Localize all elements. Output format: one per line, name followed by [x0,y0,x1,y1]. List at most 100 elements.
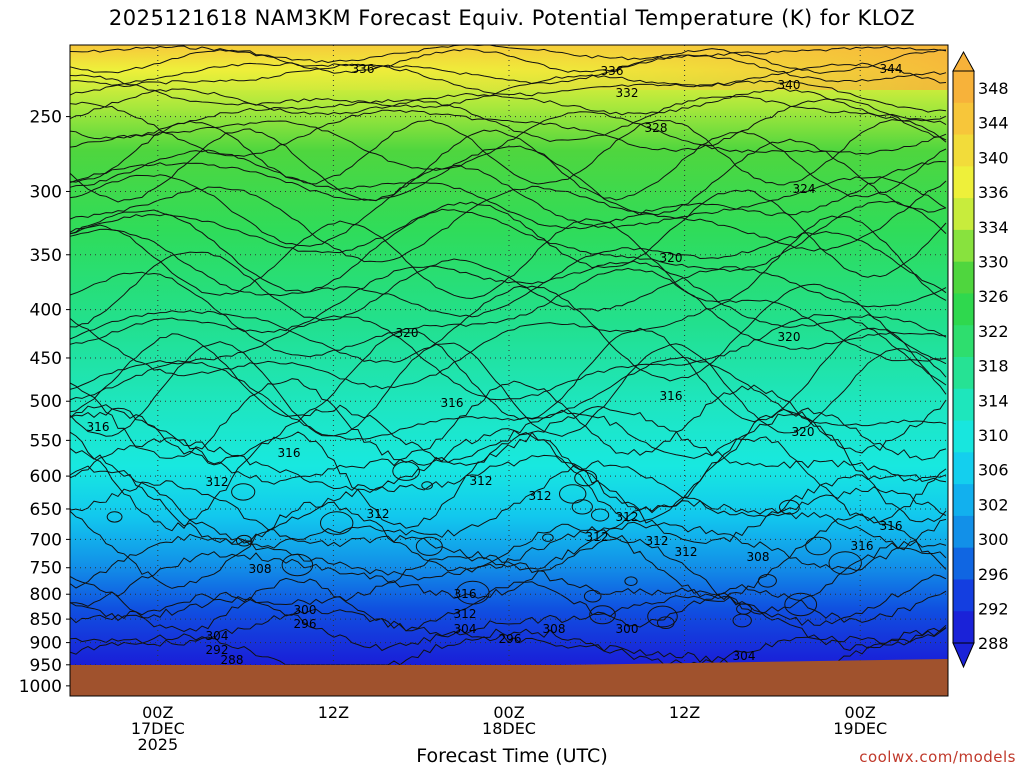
colorbar-segment [953,134,974,167]
contour-line [69,480,947,571]
colorbar-bottom-arrow [952,642,975,669]
contour-line [69,228,947,318]
x-tick-label: 00Z [845,703,876,722]
contour-label: 312 [646,534,669,548]
contour-label: 296 [294,617,317,631]
contour-cell [236,534,253,547]
y-tick-label: 300 [30,182,62,202]
contour-label: 304 [733,649,756,663]
contour-label: 316 [454,587,477,601]
contour-label: 312 [529,489,552,503]
contour-label: 300 [294,603,317,617]
contour-line [69,138,947,216]
contour-lines [69,44,947,666]
contour-label: 312 [586,530,609,544]
y-tick-label: 700 [30,530,62,550]
contour-line [69,54,947,86]
contour-line [69,404,947,466]
contour-line [69,408,947,523]
contour-label: 296 [499,632,522,646]
colorbar: 348 344 340 336 334 330 326 322 318 314 310 306 302 3… [952,50,1009,669]
grid-lines [70,45,948,696]
contour-label: 320 [660,251,683,265]
contour-label: 312 [470,474,493,488]
colorbar-label: 330 [978,253,1009,272]
plot-frame [69,44,949,697]
colorbar-segment [953,357,974,390]
contour-label: 308 [543,622,566,636]
contour-cell [106,511,123,523]
contour-cell [392,461,420,481]
contour-line [69,44,947,64]
contour-line [69,591,947,652]
contour-line [69,87,947,122]
contour-labels: 336 336 344 340 332 328 324 320 320 320 316 316 316 3… [87,62,903,667]
contour-cell [784,592,818,617]
colorbar-segment [953,325,974,358]
contour-label: 336 [601,64,624,78]
y-tick-label: 1000 [19,677,62,697]
colorbar-label: 310 [978,426,1009,445]
colorbar-segment [953,166,974,199]
contour-cell [624,576,638,587]
colorbar-label: 348 [978,79,1009,98]
colorbar-segment [953,420,974,453]
x-tick-label: 12Z [669,703,700,722]
contour-label: 308 [747,550,770,564]
contour-label: 332 [616,86,639,100]
contour-cell [732,613,752,628]
contour-line [69,378,947,461]
contour-line [69,260,947,345]
contour-cell [421,481,433,490]
contour-line [69,74,947,113]
contour-cell [559,484,587,504]
contour-line [69,215,947,303]
warm-top-overlay [70,45,948,90]
contour-cell [828,551,862,575]
y-tick-label: 650 [30,500,62,520]
contour-label: 304 [454,622,477,636]
contour-line [69,608,947,666]
chart-title: 2025121618 NAM3KM Forecast Equiv. Potent… [108,6,916,30]
ground-terrain [70,665,948,696]
contour-line [69,575,947,633]
contour-cell [456,580,490,605]
contour-line [69,164,947,247]
y-tick-label: 350 [30,246,62,266]
colorbar-segment [953,484,974,517]
y-tick-label: 900 [30,634,62,654]
y-tick-label: 950 [30,656,62,676]
contour-line [69,200,947,293]
contour-label: 304 [206,629,229,643]
contour-cell [231,483,256,501]
colorbar-segment [953,71,974,104]
contour-label: 316 [278,446,301,460]
y-tick-label: 450 [30,349,62,369]
colorbar-segment [953,515,974,549]
contour-line [69,180,947,263]
contour-line [69,95,947,143]
contour-label: 300 [616,622,639,636]
y-tick-label: 600 [30,467,62,487]
contour-label: 316 [851,539,874,553]
contour-label: 312 [616,510,639,524]
contour-label: 288 [221,653,244,667]
colorbar-label: 336 [978,183,1009,202]
contour-line [69,405,947,485]
contour-line [69,431,947,532]
colorbar-label: 302 [978,495,1009,514]
x-tick-label: 00Z [142,703,173,722]
contour-line [69,119,947,186]
contour-line [69,283,947,382]
contour-cell [281,553,314,577]
contour-cell [583,589,602,603]
contour-cell [757,574,777,588]
colorbar-frame [952,70,975,644]
colorbar-label: 314 [978,391,1009,410]
contour-cell [320,511,354,535]
contour-label: 316 [880,519,903,533]
y-tick-label: 500 [30,392,62,412]
contour-label: 320 [396,326,419,340]
contour-line [69,327,947,423]
